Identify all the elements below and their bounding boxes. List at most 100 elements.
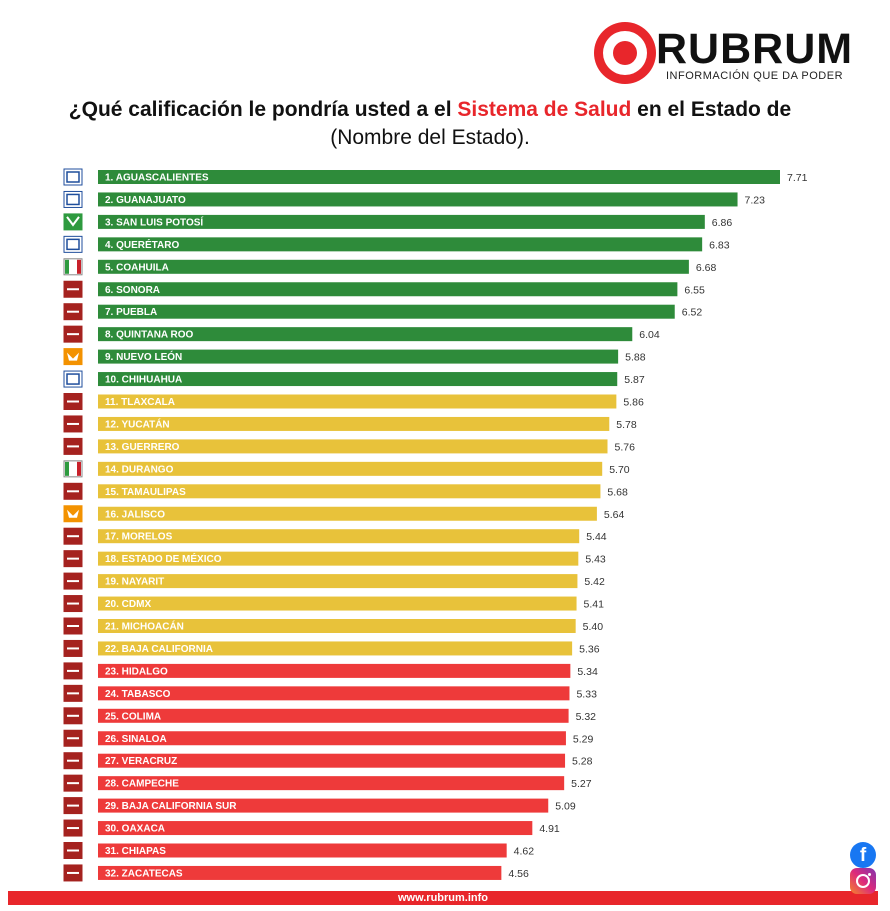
bar-value-label: 6.52	[682, 307, 703, 319]
mc-party-icon	[63, 348, 83, 366]
morena-party-icon	[63, 684, 83, 702]
page-title: ¿Qué calificación le pondría usted a el …	[40, 96, 820, 152]
instagram-icon[interactable]	[850, 868, 876, 894]
bar	[98, 821, 533, 836]
bar-value-label: 5.43	[585, 554, 606, 566]
bar	[98, 843, 507, 858]
bar-value-label: 5.68	[607, 486, 628, 498]
bar-value-label: 6.55	[684, 284, 705, 296]
bar	[98, 596, 577, 611]
bar	[98, 798, 549, 813]
morena-party-icon	[63, 595, 83, 613]
pan-party-icon	[63, 190, 83, 208]
bar-value-label: 5.87	[624, 374, 645, 386]
bar-category-label: 8. QUINTANA ROO	[105, 330, 194, 341]
pan-party-icon	[63, 235, 83, 253]
bar-value-label: 5.29	[573, 733, 594, 745]
morena-party-icon	[63, 303, 83, 321]
bar-value-label: 5.42	[584, 576, 605, 588]
bar-category-label: 27. VERACRUZ	[105, 756, 177, 767]
title-part-2: en el Estado de	[631, 98, 792, 121]
bar-category-label: 1. AGUASCALIENTES	[105, 173, 209, 184]
bar-category-label: 17. MORELOS	[105, 532, 173, 543]
bar	[98, 484, 601, 499]
bar-value-label: 5.32	[576, 711, 597, 723]
bar	[98, 416, 610, 431]
bar	[98, 551, 579, 566]
bar-value-label: 6.86	[712, 217, 733, 229]
bar-value-label: 5.27	[571, 778, 592, 790]
morena-party-icon	[63, 842, 83, 859]
bar-category-label: 24. TABASCO	[105, 689, 171, 700]
morena-party-icon	[63, 797, 83, 815]
bar-category-label: 32. ZACATECAS	[105, 868, 183, 879]
bar	[98, 394, 617, 409]
bar	[98, 349, 619, 364]
bar-value-label: 7.71	[787, 172, 808, 184]
bar-category-label: 16. JALISCO	[105, 509, 165, 520]
facebook-icon[interactable]: f	[850, 842, 876, 868]
pri-party-icon	[63, 258, 83, 276]
bar-category-label: 20. CDMX	[105, 599, 151, 610]
bar-value-label: 5.44	[586, 531, 607, 543]
bar-value-label: 5.76	[615, 441, 636, 453]
morena-party-icon	[63, 437, 83, 455]
pan-party-icon	[63, 370, 83, 388]
bar-category-label: 9. NUEVO LEÓN	[105, 350, 182, 363]
bar	[98, 170, 780, 184]
bar-category-label: 11. TLAXCALA	[105, 397, 175, 408]
bar-value-label: 6.04	[639, 329, 660, 341]
bar-value-label: 5.64	[604, 509, 625, 521]
bar-category-label: 14. DURANGO	[105, 464, 174, 475]
bar	[98, 282, 678, 297]
bar-value-label: 4.62	[514, 846, 535, 858]
morena-party-icon	[63, 482, 83, 500]
rubrum-logo: RUBRUM INFORMACIÓN QUE DA PODER	[594, 22, 874, 92]
bar	[98, 327, 633, 342]
bar-category-label: 29. BAJA CALIFORNIA SUR	[105, 801, 237, 812]
morena-party-icon	[63, 752, 83, 770]
pvem-party-icon	[63, 213, 83, 231]
bar	[98, 574, 578, 589]
morena-party-icon	[63, 280, 83, 298]
bar-category-label: 23. HIDALGO	[105, 666, 168, 677]
bar-value-label: 5.70	[609, 464, 630, 476]
bar	[98, 259, 689, 274]
morena-party-icon	[63, 639, 83, 657]
logo-text: RUBRUM	[656, 25, 854, 73]
bar	[98, 304, 675, 319]
bar-category-label: 6. SONORA	[105, 285, 160, 296]
morena-party-icon	[63, 729, 83, 747]
bar-value-label: 5.88	[625, 352, 646, 364]
bar	[98, 641, 573, 656]
bar	[98, 439, 608, 454]
morena-party-icon	[63, 325, 83, 343]
bar	[98, 619, 576, 633]
bar-value-label: 6.68	[696, 262, 717, 274]
morena-party-icon	[63, 550, 83, 568]
footer-url[interactable]: www.rubrum.info	[397, 892, 489, 904]
bar-chart: 1. AGUASCALIENTES 7.71 2. GUANAJUATO 7.23 3.…	[63, 168, 808, 882]
bar-category-label: 21. MICHOACÁN	[105, 620, 184, 633]
bar-value-label: 5.36	[579, 643, 600, 655]
logo-target-icon	[594, 22, 656, 84]
bar-value-label: 5.33	[576, 688, 597, 700]
morena-party-icon	[63, 572, 83, 590]
bar-category-label: 7. PUEBLA	[105, 307, 157, 318]
mc-party-icon	[63, 505, 83, 523]
bar-category-label: 22. BAJA CALIFORNIA	[105, 644, 213, 655]
morena-party-icon	[63, 774, 83, 792]
bar-category-label: 15. TAMAULIPAS	[105, 487, 186, 498]
morena-party-icon	[63, 527, 83, 545]
bar-value-label: 5.09	[555, 801, 576, 813]
bar-value-label: 6.83	[709, 239, 730, 251]
morena-party-icon	[63, 662, 83, 680]
bar-value-label: 4.91	[539, 823, 560, 835]
bar	[98, 663, 571, 678]
morena-party-icon	[63, 415, 83, 433]
bar-value-label: 5.34	[577, 666, 598, 678]
bar-value-label: 5.28	[572, 756, 593, 768]
bar-category-label: 12. YUCATÁN	[105, 417, 170, 430]
logo-tagline: INFORMACIÓN QUE DA PODER	[666, 70, 844, 82]
morena-party-icon	[63, 617, 83, 635]
